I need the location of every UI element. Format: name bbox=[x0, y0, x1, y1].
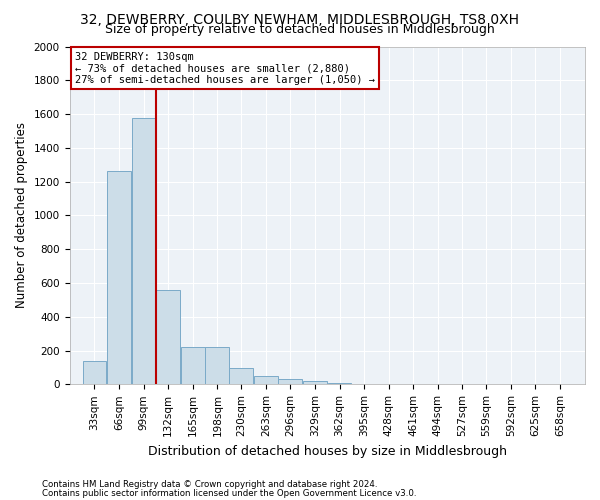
X-axis label: Distribution of detached houses by size in Middlesbrough: Distribution of detached houses by size … bbox=[148, 444, 507, 458]
Bar bbox=[132, 118, 155, 384]
Bar bbox=[303, 381, 327, 384]
Bar bbox=[181, 347, 205, 385]
Bar bbox=[107, 170, 131, 384]
Bar bbox=[278, 380, 302, 384]
Bar bbox=[229, 368, 253, 384]
Text: Contains HM Land Registry data © Crown copyright and database right 2024.: Contains HM Land Registry data © Crown c… bbox=[42, 480, 377, 489]
Text: Contains public sector information licensed under the Open Government Licence v3: Contains public sector information licen… bbox=[42, 488, 416, 498]
Text: 32, DEWBERRY, COULBY NEWHAM, MIDDLESBROUGH, TS8 0XH: 32, DEWBERRY, COULBY NEWHAM, MIDDLESBROU… bbox=[80, 12, 520, 26]
Bar bbox=[157, 290, 180, 384]
Text: 32 DEWBERRY: 130sqm
← 73% of detached houses are smaller (2,880)
27% of semi-det: 32 DEWBERRY: 130sqm ← 73% of detached ho… bbox=[74, 52, 374, 85]
Bar bbox=[205, 347, 229, 385]
Y-axis label: Number of detached properties: Number of detached properties bbox=[15, 122, 28, 308]
Text: Size of property relative to detached houses in Middlesbrough: Size of property relative to detached ho… bbox=[105, 22, 495, 36]
Bar bbox=[254, 376, 278, 384]
Bar bbox=[328, 382, 352, 384]
Bar bbox=[83, 360, 106, 384]
